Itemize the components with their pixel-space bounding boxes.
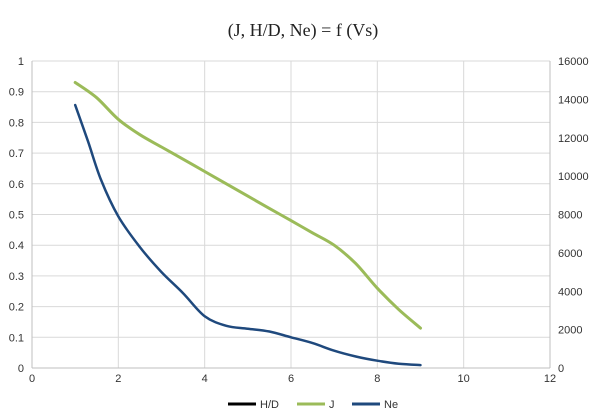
y-right-tick-label: 12000: [558, 133, 589, 145]
grid: [31, 60, 551, 369]
y-left-tick-label: 0.8: [9, 117, 24, 129]
y-left-tick-label: 0.4: [9, 240, 24, 252]
x-tick-label: 12: [544, 373, 556, 385]
y-left-tick-label: 0.6: [9, 179, 24, 191]
y-left-tick-label: 0.5: [9, 210, 24, 222]
y-right-tick-label: 16000: [558, 56, 589, 68]
legend-label-ne: Ne: [384, 399, 398, 411]
y-left-tick-label: 1: [18, 56, 24, 68]
y-left-tick-label: 0.2: [9, 302, 24, 314]
x-tick-label: 2: [115, 373, 121, 385]
legend-label-j: J: [329, 399, 335, 411]
x-tick-label: 10: [458, 373, 470, 385]
x-tick-label: 4: [202, 373, 208, 385]
y-right-tick-label: 6000: [558, 248, 582, 260]
y-right-tick-label: 10000: [558, 171, 589, 183]
axes: 00.10.20.30.40.50.60.70.80.910 2 4 6 8 10 1202…: [9, 56, 589, 385]
chart-title: (J, H/D, Ne) = f (Vs): [228, 20, 379, 41]
y-left-tick-label: 0.1: [9, 332, 24, 344]
y-right-tick-label: 4000: [558, 286, 582, 298]
y-right-tick-label: 0: [558, 363, 564, 375]
legend-label-h-d: H/D: [260, 399, 279, 411]
y-left-tick-label: 0: [18, 363, 24, 375]
series-line-j: [73, 81, 422, 330]
legend: H/D J Ne: [228, 399, 398, 411]
y-left-tick-label: 0.7: [9, 148, 24, 160]
x-tick-label: 0: [29, 373, 35, 385]
x-tick-label: 8: [374, 373, 380, 385]
y-left-tick-label: 0.3: [9, 271, 24, 283]
y-right-tick-label: 8000: [558, 210, 582, 222]
series-line-ne: [73, 103, 422, 367]
x-tick-label: 6: [288, 373, 294, 385]
y-right-tick-label: 14000: [558, 94, 589, 106]
y-right-tick-label: 2000: [558, 325, 582, 337]
series-layer: [73, 81, 422, 367]
y-left-tick-label: 0.9: [9, 87, 24, 99]
